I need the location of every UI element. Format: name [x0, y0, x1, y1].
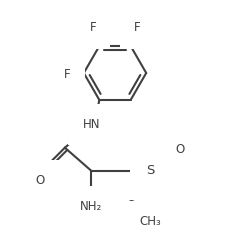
Text: HN: HN — [82, 118, 99, 131]
Text: S: S — [145, 164, 154, 177]
Text: F: F — [64, 68, 70, 81]
Text: NH₂: NH₂ — [80, 200, 102, 213]
Text: O: O — [126, 199, 135, 212]
Text: F: F — [133, 22, 140, 35]
Text: O: O — [174, 143, 183, 156]
Text: CH₃: CH₃ — [139, 215, 161, 227]
Text: F: F — [89, 22, 96, 35]
Text: O: O — [35, 174, 45, 187]
